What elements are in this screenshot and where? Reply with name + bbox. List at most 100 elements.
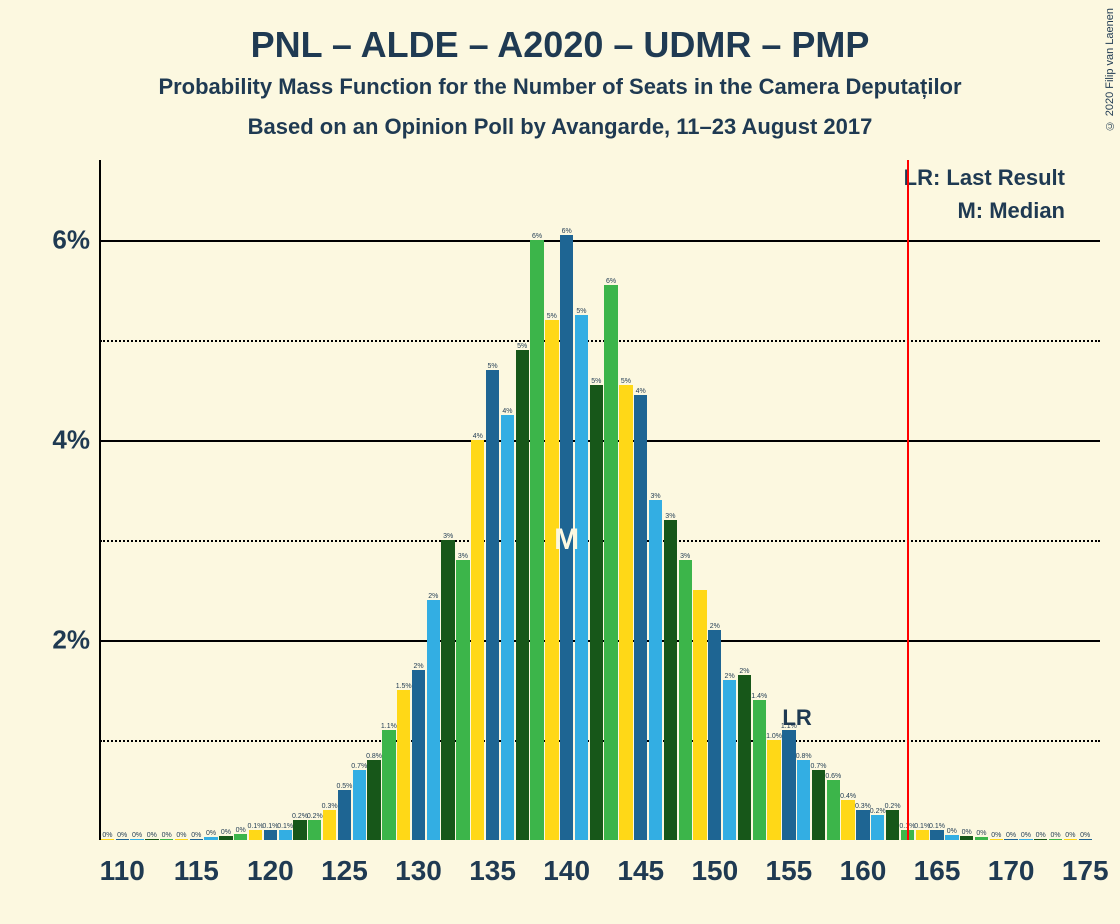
bar-value-label: 3% [458, 553, 468, 560]
bar: 0.8% [367, 760, 380, 840]
chart-title: PNL – ALDE – A2020 – UDMR – PMP [0, 24, 1120, 66]
bar: 0% [1049, 839, 1062, 840]
bar: 0% [1064, 839, 1077, 840]
bar: 3% [441, 540, 454, 840]
bar: 5% [516, 350, 529, 840]
bar-value-label: 0% [947, 828, 957, 835]
bar: 0% [145, 839, 158, 840]
bar: 2% [723, 680, 736, 840]
bar: 1.4% [753, 700, 766, 840]
bar-value-label: 0.4% [840, 793, 856, 800]
bar-value-label: 5% [621, 378, 631, 385]
bar-value-label: 1.0% [766, 733, 782, 740]
bar: 2% [738, 675, 751, 840]
bar-value-label: 0% [132, 832, 142, 839]
bar: 1.1% [782, 730, 795, 840]
bar-value-label: 6% [532, 233, 542, 240]
bar: 5% [575, 315, 588, 840]
bar-value-label: 0% [162, 832, 172, 839]
bar-value-label: 0.6% [825, 773, 841, 780]
bar: 2% [708, 630, 721, 840]
bar-value-label: 0% [191, 832, 201, 839]
bar-value-label: 2% [710, 623, 720, 630]
bar-value-label: 4% [473, 433, 483, 440]
bar: 0.1% [916, 830, 929, 840]
bar: 0% [1019, 839, 1032, 840]
bar-value-label: 4% [636, 388, 646, 395]
bar: 0% [960, 836, 973, 840]
bar: 0% [945, 835, 958, 840]
bar-value-label: 6% [606, 278, 616, 285]
bar-value-label: 0% [976, 830, 986, 837]
bar-value-label: 0.1% [277, 823, 293, 830]
lr-inline-label: LR [782, 705, 811, 731]
bar-value-label: 1.1% [381, 723, 397, 730]
bar-value-label: 5% [576, 308, 586, 315]
bar: 0.1% [249, 830, 262, 840]
bar-value-label: 3% [650, 493, 660, 500]
bar-value-label: 3% [443, 533, 453, 540]
chart-subtitle-2: Based on an Opinion Poll by Avangarde, 1… [0, 114, 1120, 140]
bar-value-label: 0.8% [796, 753, 812, 760]
bar: 0.3% [856, 810, 869, 840]
bar: 0.5% [338, 790, 351, 840]
last-result-line [907, 160, 909, 840]
bar-value-label: 0% [1080, 832, 1090, 839]
bar-value-label: 5% [488, 363, 498, 370]
bar: 0% [1034, 839, 1047, 840]
bar-value-label: 0.2% [870, 808, 886, 815]
bar: 0% [975, 837, 988, 840]
bar-value-label: 2% [739, 668, 749, 675]
x-tick-label: 130 [395, 855, 442, 887]
bar: 0% [160, 839, 173, 840]
bar: 0.7% [353, 770, 366, 840]
chart-container: © 2020 Filip van Laenen PNL – ALDE – A20… [0, 0, 1120, 924]
gridline-minor [100, 340, 1100, 342]
bar-value-label: 0.1% [262, 823, 278, 830]
bar-value-label: 0% [176, 832, 186, 839]
bar: 5% [486, 370, 499, 840]
bar: 0% [1004, 839, 1017, 840]
bar: 0.2% [886, 810, 899, 840]
bar: 2% [412, 670, 425, 840]
bar-value-label: 2% [413, 663, 423, 670]
bar: 1.5% [397, 690, 410, 840]
bar: 4% [471, 440, 484, 840]
bar: 2% [427, 600, 440, 840]
bar-value-label: 0.2% [307, 813, 323, 820]
x-tick-label: 110 [100, 855, 145, 887]
bar: 4% [501, 415, 514, 840]
chart-subtitle-1: Probability Mass Function for the Number… [0, 74, 1120, 100]
legend-median: M: Median [957, 198, 1065, 224]
bar: 0.8% [797, 760, 810, 840]
bar-value-label: 1.5% [396, 683, 412, 690]
bar-value-label: 0% [991, 832, 1001, 839]
bar: 0% [234, 834, 247, 840]
bar-value-label: 1.4% [751, 693, 767, 700]
bar: 0% [204, 837, 217, 840]
bar: 0% [116, 839, 129, 840]
bar: 5% [545, 320, 558, 840]
bar: 5% [590, 385, 603, 840]
bar-value-label: 3% [665, 513, 675, 520]
bar: 4% [634, 395, 647, 840]
bar-value-label: 0% [206, 830, 216, 837]
bar: 0% [990, 839, 1003, 840]
bar: 3% [649, 500, 662, 840]
bar-value-label: 0.3% [322, 803, 338, 810]
bar-value-label: 0% [1050, 832, 1060, 839]
x-tick-label: 150 [691, 855, 738, 887]
bar-value-label: 2% [725, 673, 735, 680]
bar-value-label: 5% [547, 313, 557, 320]
bar-value-label: 0% [1065, 832, 1075, 839]
bar: 5% [619, 385, 632, 840]
x-tick-label: 120 [247, 855, 294, 887]
bar-value-label: 0% [1036, 832, 1046, 839]
bar: 0% [101, 839, 114, 840]
bar-value-label: 0% [1006, 832, 1016, 839]
median-marker: M [554, 523, 579, 557]
x-tick-label: 170 [988, 855, 1035, 887]
bar: 0.2% [293, 820, 306, 840]
y-tick-label: 4% [10, 425, 90, 456]
bar: 0.7% [812, 770, 825, 840]
